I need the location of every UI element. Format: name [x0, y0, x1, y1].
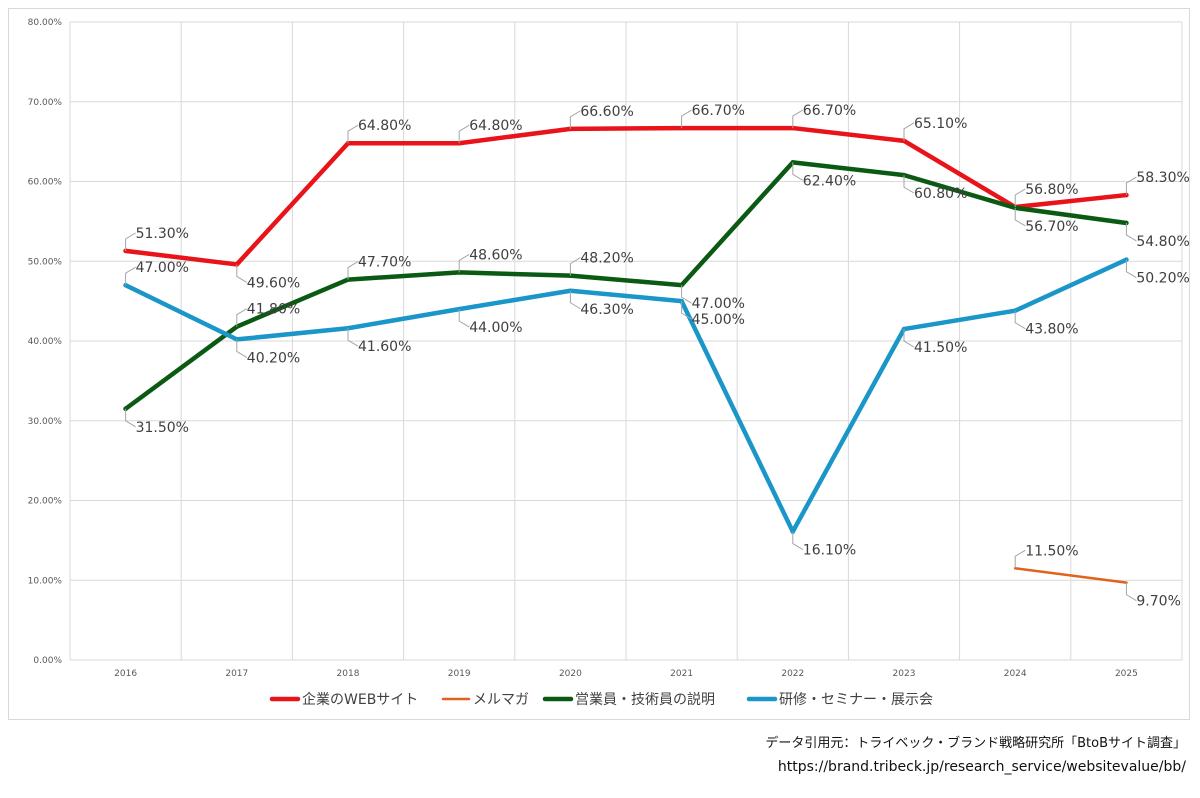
leader-line	[1125, 222, 1137, 242]
x-tick-label: 2019	[448, 669, 471, 679]
leader-line	[569, 257, 581, 276]
x-tick-label: 2016	[114, 669, 137, 679]
leader-line	[458, 124, 470, 144]
data-label: 60.80%	[914, 186, 967, 202]
leader-line	[1014, 310, 1026, 330]
leader-line	[792, 531, 804, 551]
x-tick-label: 2020	[559, 669, 582, 679]
leader-line	[681, 109, 692, 129]
data-label: 66.70%	[803, 103, 856, 119]
data-label: 54.80%	[1136, 234, 1189, 250]
leader-line	[458, 253, 470, 273]
y-tick-label: 20.00%	[28, 497, 63, 507]
x-tick-label: 2017	[225, 669, 248, 679]
chart-frame	[8, 8, 1190, 720]
legend-entry: メルマガ	[473, 692, 529, 708]
leader-line	[1014, 188, 1026, 208]
leader-line	[236, 308, 248, 327]
leader-line	[125, 232, 136, 251]
data-label: 48.20%	[580, 251, 633, 267]
leader-line	[903, 175, 915, 194]
y-tick-label: 30.00%	[28, 417, 63, 427]
leader-line	[236, 264, 248, 283]
legend-entry: 営業員・技術員の説明	[575, 692, 715, 708]
leader-line	[125, 266, 136, 286]
leader-line	[1125, 259, 1137, 279]
y-tick-label: 50.00%	[28, 257, 63, 267]
leader-line	[681, 285, 692, 304]
x-tick-label: 2025	[1115, 669, 1138, 679]
source-url[interactable]: https://brand.tribeck.jp/research_servic…	[777, 759, 1186, 775]
y-tick-label: 10.00%	[28, 576, 63, 586]
data-label: 62.40%	[803, 173, 856, 189]
data-label: 31.50%	[136, 420, 189, 436]
y-tick-label: 70.00%	[28, 98, 63, 108]
data-label: 45.00%	[692, 312, 745, 328]
series-line-0	[123, 125, 1129, 267]
leader-line	[347, 261, 359, 280]
data-label: 56.70%	[1025, 219, 1078, 235]
data-label: 47.70%	[358, 255, 411, 271]
leader-line	[569, 110, 581, 129]
y-tick-label: 60.00%	[28, 178, 63, 188]
leader-line	[903, 329, 915, 348]
data-label: 46.30%	[580, 302, 633, 318]
leader-line	[236, 339, 248, 358]
data-label: 49.60%	[247, 275, 300, 291]
leader-line	[569, 290, 581, 310]
leader-line	[1014, 207, 1026, 227]
series-line-1	[1013, 567, 1128, 584]
data-label: 66.70%	[692, 103, 745, 119]
y-tick-label: 80.00%	[28, 18, 63, 28]
y-tick-label: 40.00%	[28, 337, 63, 347]
x-tick-label: 2022	[781, 669, 804, 679]
source-citation: データ引用元：トライベック・ブランド戦略研究所「BtoBサイト調査」 https…	[765, 732, 1186, 775]
data-label: 50.20%	[1136, 271, 1189, 287]
data-label: 9.70%	[1136, 594, 1180, 610]
legend-entry: 研修・セミナー・展示会	[779, 692, 933, 708]
leader-line	[458, 309, 470, 328]
leader-line	[1125, 582, 1137, 602]
data-label: 56.80%	[1025, 182, 1078, 198]
leader-line	[792, 162, 804, 181]
y-tick-label: 0.00%	[33, 656, 62, 666]
data-label: 51.30%	[136, 226, 189, 242]
data-label: 44.00%	[469, 320, 522, 336]
data-label: 47.00%	[692, 296, 745, 312]
data-label: 64.80%	[358, 118, 411, 134]
leader-line	[681, 301, 692, 320]
x-tick-label: 2021	[670, 669, 693, 679]
x-tick-label: 2024	[1004, 669, 1027, 679]
data-label: 41.80%	[247, 302, 300, 318]
series-line-2	[123, 160, 1129, 412]
data-label: 58.30%	[1136, 170, 1189, 186]
data-label: 40.20%	[247, 350, 300, 366]
data-label: 41.50%	[914, 340, 967, 356]
leader-line	[125, 408, 136, 428]
data-label: 66.60%	[580, 104, 633, 120]
leader-line	[347, 328, 359, 347]
series-line-3	[123, 257, 1129, 534]
data-label: 11.50%	[1025, 543, 1078, 559]
x-tick-label: 2023	[893, 669, 916, 679]
data-label: 16.10%	[803, 543, 856, 559]
leader-line	[903, 122, 915, 141]
data-label: 48.60%	[469, 247, 522, 263]
leader-line	[792, 109, 804, 129]
source-label: データ引用元：トライベック・ブランド戦略研究所「BtoBサイト調査」	[765, 736, 1186, 751]
data-label: 41.60%	[358, 339, 411, 355]
data-label: 65.10%	[914, 116, 967, 132]
x-tick-label: 2018	[337, 669, 360, 679]
leader-line	[1125, 176, 1137, 196]
data-label: 64.80%	[469, 118, 522, 134]
data-label: 47.00%	[136, 260, 189, 276]
leader-line	[1014, 549, 1026, 569]
data-label: 43.80%	[1025, 322, 1078, 338]
leader-line	[347, 124, 359, 144]
legend-entry: 企業のWEBサイト	[302, 691, 418, 708]
